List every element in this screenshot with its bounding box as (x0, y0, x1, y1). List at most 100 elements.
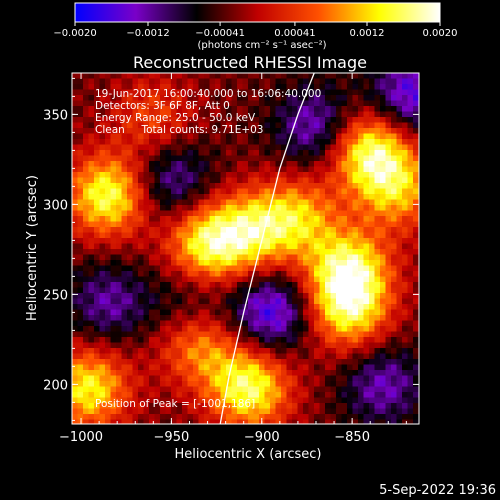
heatmap-cell (336, 386, 342, 393)
heatmap-cell (281, 144, 287, 151)
heatmap-cell (99, 210, 106, 217)
heatmap-cell (253, 337, 260, 343)
heatmap-cell (336, 254, 342, 261)
heatmap-cell (402, 84, 408, 90)
heatmap-cell (292, 359, 298, 365)
heatmap-cell (204, 304, 210, 310)
heatmap-cell (292, 309, 298, 316)
heatmap-cell (226, 326, 232, 332)
heatmap-cell (325, 419, 331, 424)
heatmap-cell (231, 309, 238, 316)
heatmap-cell (182, 188, 188, 195)
heatmap-cell (286, 73, 293, 79)
heatmap-cell (176, 172, 183, 178)
heatmap-cell (99, 199, 106, 206)
heatmap-cell (374, 89, 381, 96)
annotation-clean-counts: Clean Total counts: 9.71E+03 (95, 124, 264, 136)
heatmap-cell (253, 381, 260, 387)
heatmap-cell (264, 100, 271, 107)
heatmap-cell (165, 408, 172, 415)
heatmap-cell (281, 320, 287, 327)
heatmap-cell (149, 370, 155, 376)
heatmap-cell (407, 392, 414, 398)
heatmap-cell (314, 293, 320, 299)
heatmap-cell (352, 210, 359, 217)
heatmap-cell (336, 128, 342, 134)
heatmap-cell (160, 337, 166, 343)
heatmap-cell (72, 210, 78, 217)
heatmap-cell (226, 205, 232, 211)
heatmap-cell (413, 89, 419, 96)
heatmap-cell (270, 414, 276, 420)
heatmap-cell (105, 227, 111, 233)
heatmap-cell (99, 337, 106, 343)
heatmap-cell (380, 166, 386, 173)
heatmap-cell (358, 172, 364, 178)
heatmap-cell (209, 221, 216, 228)
heatmap-cell (231, 254, 238, 261)
heatmap-cell (281, 282, 287, 288)
heatmap-cell (391, 331, 397, 338)
heatmap-cell (270, 161, 276, 167)
heatmap-cell (319, 161, 326, 167)
heatmap-cell (352, 194, 359, 200)
heatmap-cell (330, 315, 337, 321)
heatmap-cell (314, 249, 320, 255)
heatmap-cell (391, 304, 397, 310)
heatmap-cell (303, 249, 309, 255)
heatmap-cell (94, 210, 100, 217)
heatmap-cell (248, 95, 254, 101)
heatmap-cell (396, 287, 403, 294)
heatmap-cell (391, 128, 397, 134)
heatmap-cell (380, 386, 386, 393)
heatmap-cell (292, 227, 298, 233)
heatmap-cell (88, 128, 95, 134)
heatmap-cell (105, 84, 111, 90)
heatmap-cell (193, 309, 199, 316)
heatmap-cell (308, 227, 315, 233)
heatmap-cell (407, 386, 414, 393)
heatmap-cell (88, 199, 95, 206)
heatmap-cell (347, 414, 353, 420)
heatmap-cell (193, 227, 199, 233)
heatmap-cell (88, 375, 95, 382)
heatmap-cell (187, 150, 194, 156)
heatmap-cell (330, 386, 337, 393)
heatmap-cell (149, 139, 155, 145)
heatmap-cell (330, 100, 337, 107)
heatmap-cell (187, 133, 194, 140)
heatmap-cell (264, 199, 271, 206)
heatmap-cell (325, 254, 331, 261)
x-tick-label: −1000 (59, 430, 103, 445)
heatmap-cell (127, 293, 133, 299)
heatmap-cell (352, 386, 359, 393)
heatmap-cell (413, 419, 419, 424)
heatmap-cell (402, 117, 408, 123)
heatmap-cell (352, 348, 359, 354)
heatmap-cell (264, 353, 271, 360)
heatmap-cell (198, 133, 205, 140)
heatmap-cell (138, 210, 144, 217)
heatmap-cell (72, 161, 78, 167)
heatmap-cell (72, 128, 78, 134)
heatmap-cell (110, 89, 117, 96)
heatmap-cell (171, 166, 177, 173)
heatmap-cell (226, 128, 232, 134)
heatmap-cell (176, 265, 183, 272)
heatmap-cell (275, 309, 282, 316)
heatmap-cell (138, 232, 144, 239)
heatmap-cell (187, 221, 194, 228)
heatmap-cell (352, 111, 359, 118)
heatmap-cell (220, 381, 227, 387)
heatmap-cell (385, 254, 392, 261)
heatmap-cell (303, 128, 309, 134)
heatmap-cell (319, 243, 326, 250)
heatmap-cell (352, 364, 359, 371)
colorbar-tick-label: 0.0012 (350, 28, 385, 39)
heatmap-cell (220, 194, 227, 200)
heatmap-cell (94, 122, 100, 129)
heatmap-cell (149, 100, 155, 107)
heatmap-cell (286, 337, 293, 343)
heatmap-cell (374, 183, 381, 189)
heatmap-cell (94, 243, 100, 250)
